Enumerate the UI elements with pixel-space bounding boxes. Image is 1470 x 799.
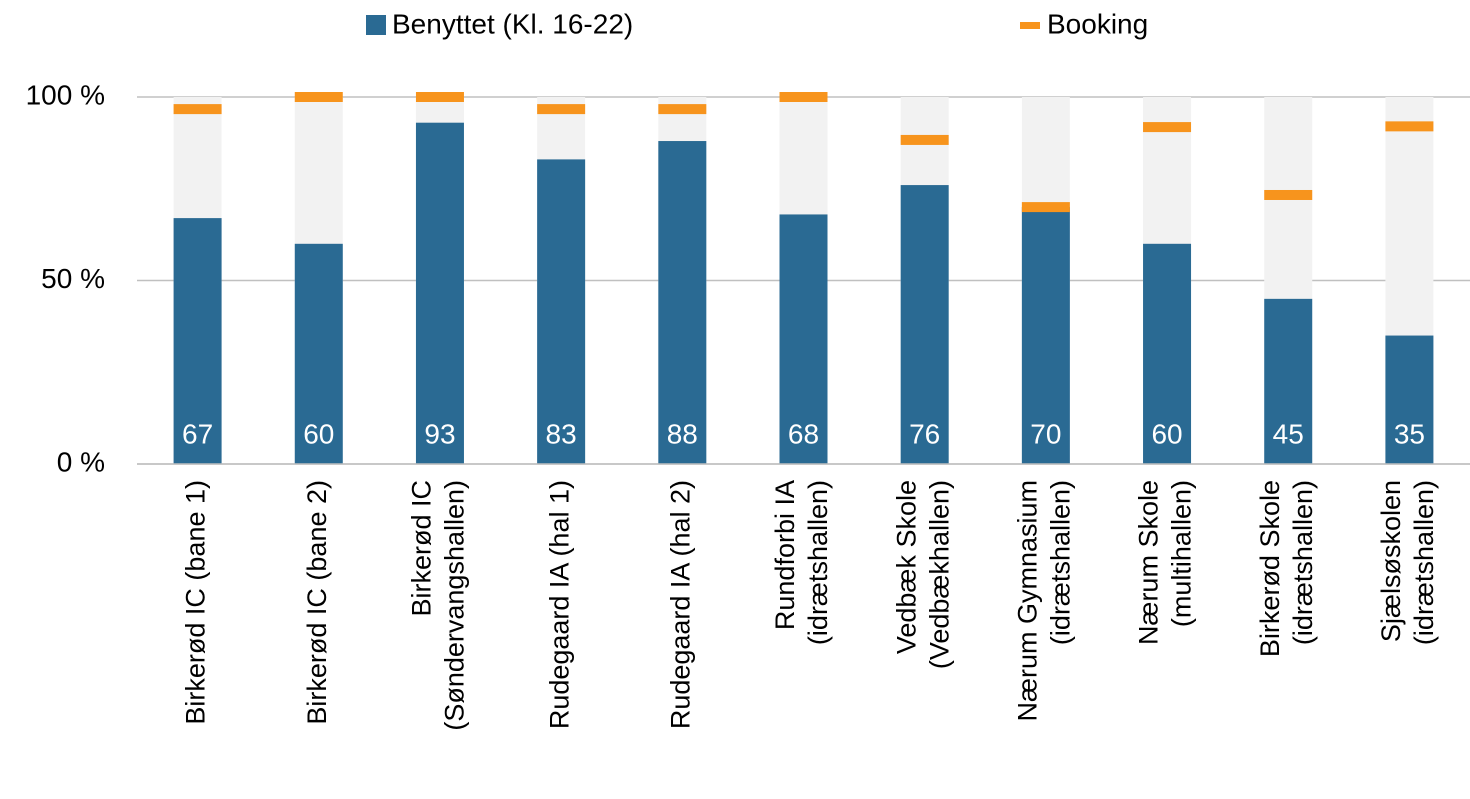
- booking-marker: [173, 104, 222, 115]
- data-label: 76: [909, 418, 940, 449]
- legend-swatch: [1020, 22, 1040, 29]
- booking-marker: [415, 92, 464, 102]
- bar: [294, 243, 343, 464]
- booking-marker: [294, 92, 343, 102]
- x-tick-label: Rudegaard IA (hal 2): [665, 480, 695, 729]
- x-tick-label: Nærum Skole: [1134, 480, 1164, 645]
- data-label: 60: [303, 418, 334, 449]
- x-tick-label: (idrætshallen): [1288, 480, 1318, 645]
- x-tick-label: Birkerød IC (bane 2): [302, 480, 332, 725]
- data-label: 68: [788, 418, 819, 449]
- bar: [173, 218, 222, 464]
- booking-marker: [537, 104, 586, 115]
- data-label: 60: [1151, 418, 1182, 449]
- data-label: 93: [424, 418, 455, 449]
- bar: [415, 122, 464, 464]
- y-tick-label: 0 %: [57, 446, 105, 477]
- bar: [1143, 243, 1192, 464]
- bar: [537, 159, 586, 464]
- booking-marker: [1264, 189, 1313, 200]
- x-tick-label: Birkerød IC: [407, 480, 437, 617]
- y-tick-label: 100 %: [26, 79, 105, 110]
- x-tick-label: Sjælsøskolen: [1376, 480, 1406, 642]
- x-tick-label: (idrætshallen): [1045, 480, 1075, 645]
- data-label: 83: [546, 418, 577, 449]
- legend-label: Benyttet (Kl. 16-22): [392, 8, 633, 39]
- bar: [779, 214, 828, 464]
- bar: [1264, 298, 1313, 464]
- booking-marker: [779, 92, 828, 102]
- bar: [658, 141, 707, 465]
- data-label: 88: [667, 418, 698, 449]
- x-tick-label: (idrætshallen): [1409, 480, 1439, 645]
- bar: [1385, 335, 1434, 464]
- x-tick-label: (Vedbækhallen): [924, 480, 954, 669]
- data-label: 35: [1394, 418, 1425, 449]
- x-tick-label: (Søndervangshallen): [440, 480, 470, 731]
- x-tick-label: (multihallen): [1167, 480, 1197, 627]
- x-tick-label: Birkerød IC (bane 1): [181, 480, 211, 725]
- booking-marker: [1385, 121, 1434, 132]
- data-label: 45: [1273, 418, 1304, 449]
- bar: [900, 185, 949, 464]
- booking-marker: [1143, 122, 1192, 133]
- legend-swatch: [366, 15, 386, 35]
- x-tick-label: Birkerød Skole: [1255, 480, 1285, 657]
- data-label: 67: [182, 418, 213, 449]
- booking-marker: [658, 104, 707, 115]
- x-tick-label: Nærum Gymnasium: [1012, 480, 1042, 722]
- booking-marker: [1021, 202, 1070, 213]
- y-tick-label: 50 %: [41, 263, 105, 294]
- x-tick-label: (idrætshallen): [803, 480, 833, 645]
- x-tick-label: Rudegaard IA (hal 1): [544, 480, 574, 729]
- data-label: 70: [1030, 418, 1061, 449]
- x-tick-label: Rundforbi IA: [770, 480, 800, 630]
- booking-marker: [900, 134, 949, 145]
- legend-label: Booking: [1047, 8, 1148, 39]
- x-tick-label: Vedbæk Skole: [891, 480, 921, 654]
- bar: [1021, 207, 1070, 464]
